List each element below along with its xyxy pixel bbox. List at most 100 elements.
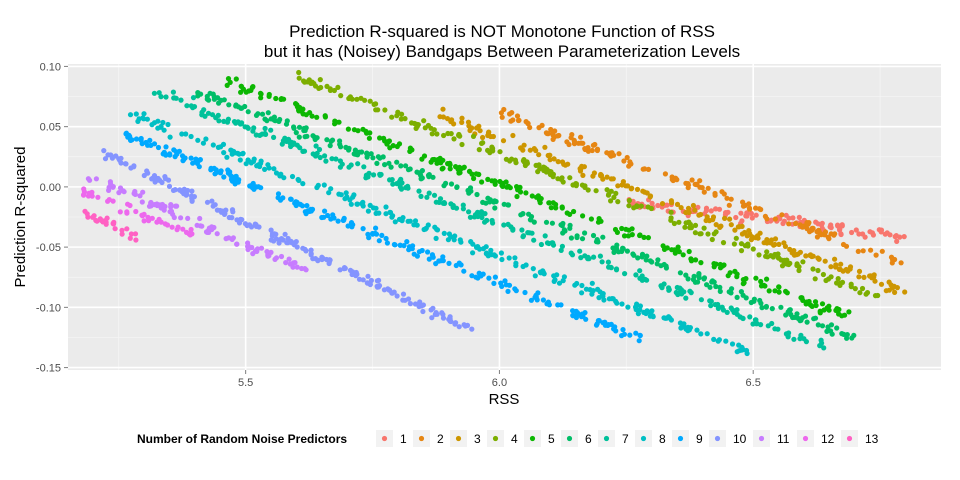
point-series-7 <box>585 256 591 262</box>
point-series-7 <box>466 209 472 215</box>
point-series-2 <box>508 118 514 124</box>
point-series-6 <box>352 147 358 153</box>
point-series-7 <box>666 285 672 291</box>
point-series-3 <box>747 231 753 237</box>
point-series-6 <box>624 248 631 254</box>
point-series-7 <box>377 171 383 177</box>
point-series-3 <box>674 201 681 207</box>
point-series-5 <box>612 226 619 233</box>
point-series-2 <box>673 175 679 181</box>
legend-swatch-3 <box>455 435 462 442</box>
point-series-9 <box>250 180 256 187</box>
point-series-3 <box>828 264 834 270</box>
point-series-9 <box>325 212 331 219</box>
point-series-8 <box>480 246 487 252</box>
point-series-9 <box>188 155 194 161</box>
point-series-6 <box>794 311 800 317</box>
point-series-11 <box>174 203 180 209</box>
point-series-5 <box>258 95 264 101</box>
point-series-5 <box>485 176 491 182</box>
point-series-4 <box>812 276 818 282</box>
legend-swatch-2 <box>418 435 425 442</box>
point-series-8 <box>613 298 619 304</box>
point-series-8 <box>224 154 230 160</box>
point-series-8 <box>281 175 287 181</box>
point-series-13 <box>127 235 133 241</box>
point-series-11 <box>93 176 99 182</box>
point-series-8 <box>595 286 601 292</box>
point-series-2 <box>701 189 707 195</box>
point-series-6 <box>558 222 564 228</box>
point-series-10 <box>337 267 343 273</box>
point-series-5 <box>834 306 840 312</box>
point-series-3 <box>692 207 698 213</box>
point-series-1 <box>713 206 719 212</box>
point-series-4 <box>429 131 435 137</box>
point-series-9 <box>478 273 484 279</box>
point-series-1 <box>835 223 841 229</box>
point-series-4 <box>698 231 704 237</box>
point-series-9 <box>293 202 299 209</box>
legend-item-4: 4 <box>487 430 518 447</box>
point-series-4 <box>668 215 674 221</box>
point-series-6 <box>763 304 769 310</box>
point-series-3 <box>754 233 761 239</box>
point-series-1 <box>781 218 788 224</box>
point-series-4 <box>459 141 465 148</box>
point-series-6 <box>783 312 789 318</box>
point-series-3 <box>803 253 809 259</box>
point-series-2 <box>724 195 730 201</box>
point-series-3 <box>647 194 653 200</box>
point-series-7 <box>216 118 222 124</box>
point-series-4 <box>335 84 341 90</box>
point-series-5 <box>529 193 535 199</box>
point-series-9 <box>151 141 158 147</box>
point-series-8 <box>328 186 334 192</box>
point-series-2 <box>571 141 578 147</box>
point-series-10 <box>308 251 314 257</box>
point-series-9 <box>522 289 528 296</box>
legend-label-11: 11 <box>777 432 790 446</box>
point-series-8 <box>141 116 147 122</box>
point-series-7 <box>437 196 444 202</box>
point-series-7 <box>191 104 198 110</box>
point-series-3 <box>578 166 584 172</box>
point-series-5 <box>421 153 428 159</box>
point-series-7 <box>202 113 208 119</box>
point-series-7 <box>291 141 297 147</box>
point-series-5 <box>548 205 554 211</box>
point-series-3 <box>843 266 849 273</box>
point-series-4 <box>367 98 373 104</box>
point-series-8 <box>687 325 694 331</box>
point-series-11 <box>278 253 285 260</box>
point-series-10 <box>189 188 195 194</box>
point-series-7 <box>605 259 612 265</box>
point-series-7 <box>772 326 778 332</box>
legend-item-13: 13 <box>841 430 879 447</box>
legend-swatch-6 <box>566 435 573 442</box>
point-series-3 <box>629 185 635 191</box>
point-series-6 <box>713 283 719 290</box>
point-series-4 <box>548 169 554 175</box>
point-series-7 <box>529 230 535 236</box>
point-series-5 <box>669 247 675 253</box>
point-series-9 <box>249 185 255 191</box>
point-series-4 <box>434 131 440 137</box>
point-series-7 <box>431 192 438 198</box>
point-series-2 <box>822 229 829 235</box>
point-series-4 <box>541 164 547 170</box>
point-series-4 <box>676 219 682 225</box>
point-series-7 <box>361 164 367 170</box>
point-series-9 <box>414 253 420 259</box>
point-series-7 <box>163 94 169 100</box>
point-series-6 <box>797 318 803 324</box>
point-series-9 <box>345 223 351 229</box>
point-series-8 <box>195 137 201 143</box>
point-series-8 <box>530 266 536 272</box>
point-series-4 <box>626 197 633 204</box>
point-series-5 <box>846 309 852 315</box>
point-series-10 <box>229 207 236 213</box>
point-series-2 <box>825 234 831 240</box>
point-series-6 <box>291 124 297 130</box>
